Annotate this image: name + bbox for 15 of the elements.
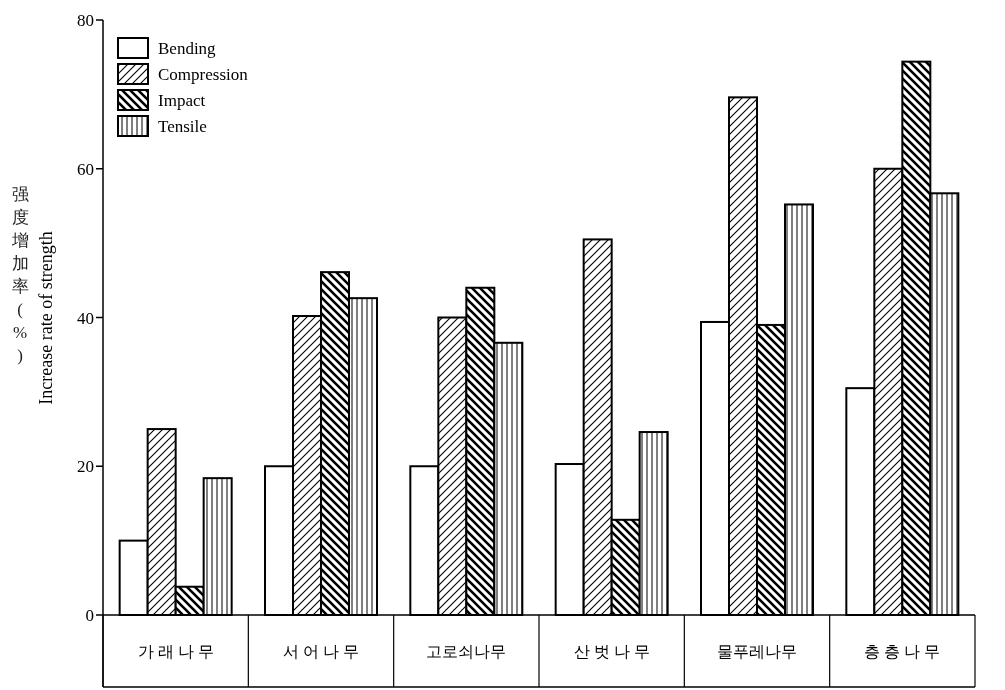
y-tick-label: 80 xyxy=(77,11,94,30)
y-tick-label: 60 xyxy=(77,159,94,179)
x-tick-label: 산 벗 나 무 xyxy=(573,643,650,660)
x-tick-label: 층 층 나 무 xyxy=(864,643,941,660)
y-tick-label: 0 xyxy=(85,606,94,625)
legend-label: Impact xyxy=(158,91,206,110)
x-tick-label: 고로쇠나무 xyxy=(426,643,507,660)
y-tick-label: 40 xyxy=(77,308,94,328)
y-tick-label: 20 xyxy=(77,457,94,477)
legend-label: Bending xyxy=(158,39,217,58)
x-tick-label: 가 래 나 무 xyxy=(137,643,214,660)
legend-label: Compression xyxy=(158,65,249,84)
x-tick-label: 물푸레나무 xyxy=(717,643,797,660)
legend-label: Tensile xyxy=(158,117,207,136)
x-tick-label: 서 어 나 무 xyxy=(283,643,359,660)
